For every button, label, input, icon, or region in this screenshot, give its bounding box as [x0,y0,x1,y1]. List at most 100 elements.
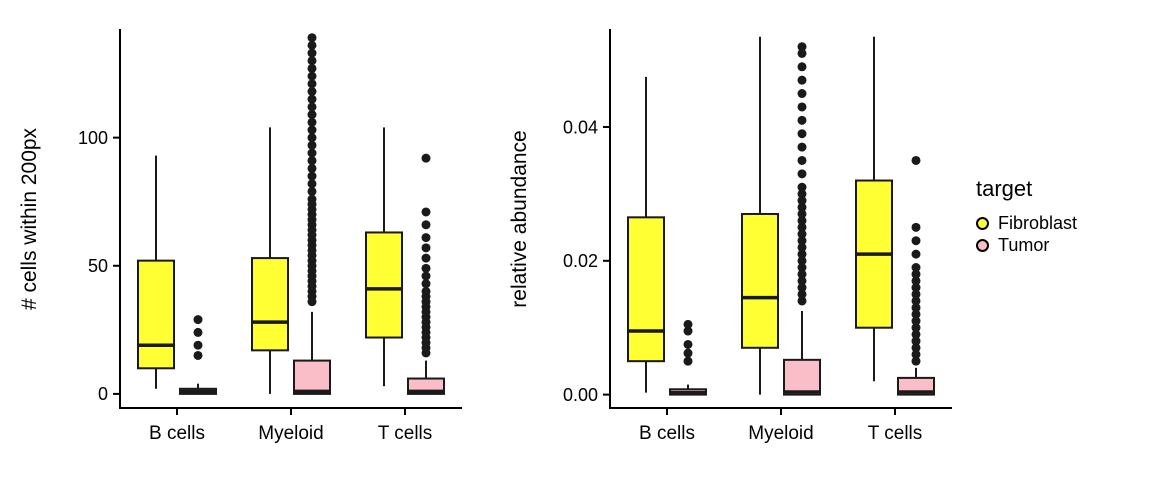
fibroblast-swatch-icon [976,216,989,230]
outlier-point [307,186,317,196]
outlier-point [307,156,317,166]
outlier-point [421,279,431,289]
x-tick-label: B cells [149,423,205,444]
outlier-point [911,336,921,346]
outlier-point [797,283,807,293]
outlier-point [307,148,317,158]
outlier-point [307,102,317,112]
outlier-point [307,163,317,173]
outlier-point [911,296,921,306]
outlier-point [911,249,921,259]
outlier-point [797,256,807,266]
outlier-point [421,207,431,217]
outlier-point [797,249,807,259]
legend-item-fibroblast: Fibroblast [976,212,1077,234]
outlier-point [421,286,431,296]
outlier-point [421,263,431,273]
box-fibroblast-t-cells [365,127,403,387]
outlier-point [683,326,693,336]
boxplot-panel-left: 0 50 100 B cells Myeloid T cells # cells withi… [18,29,462,444]
outlier-point [307,48,317,58]
outlier-point [797,102,807,112]
outlier-point [911,316,921,326]
outlier-point [797,196,807,206]
outlier-point [911,236,921,246]
legend: target Fibroblast Tumor [976,176,1077,256]
outlier-point [307,56,317,66]
x-tick-label: Myeloid [748,423,813,444]
outlier-point [193,327,203,337]
outlier-point [307,133,317,143]
x-tick-label: B cells [639,423,695,444]
outlier-point [307,71,317,81]
outlier-point [797,48,807,58]
box-tumor-t-cells [897,155,935,396]
box-fibroblast-b-cells [137,155,175,389]
outlier-point [911,309,921,319]
outlier-point [421,271,431,281]
outlier-point [193,350,203,360]
outlier-point [797,222,807,232]
y-tick-label: 0.04 [563,117,598,137]
y-axis-label: relative abundance [508,130,531,307]
outlier-point [307,87,317,97]
outlier-point [421,233,431,243]
outlier-point [797,42,807,52]
legend-title: target [976,176,1033,201]
outlier-point [683,356,693,366]
outlier-point [307,117,317,127]
outlier-point [797,229,807,239]
outlier-point [797,202,807,212]
box-fibroblast-b-cells [627,76,665,393]
outlier-point [797,129,807,139]
outlier-point [307,179,317,189]
outlier-point [307,125,317,135]
outlier-point [797,209,807,219]
outlier-point [911,222,921,232]
outlier-point [307,171,317,181]
box-tumor-t-cells [407,153,445,395]
y-tick-label: 0.00 [563,385,598,405]
outlier-point [797,289,807,299]
x-tick-label: T cells [868,423,923,444]
outlier-point [683,339,693,349]
box-tumor-myeloid [293,33,331,395]
outlier-point [307,33,317,43]
outlier-point [797,142,807,152]
outlier-point [683,319,693,329]
outlier-point [797,115,807,125]
outlier-point [193,315,203,325]
outlier-point [911,343,921,353]
boxplot-panel-right: 0.00 0.02 0.04 B cells Myeloid T cells relativ… [508,29,952,444]
outlier-point [911,323,921,333]
outlier-point [911,356,921,366]
box-tumor-myeloid [783,42,821,396]
outlier-point [307,63,317,73]
outlier-point [911,276,921,286]
box-tumor-b-cells [179,315,217,395]
y-tick-label: 100 [78,128,108,148]
outlier-point [911,329,921,339]
outlier-point [911,269,921,279]
y-axis-label: # cells within 200px [18,127,41,310]
outlier-point [911,155,921,165]
outlier-point [797,189,807,199]
x-tick-label: T cells [378,423,433,444]
outlier-point [797,236,807,246]
y-tick-label: 0 [98,384,108,404]
outlier-point [307,140,317,150]
outlier-point [911,349,921,359]
legend-item-label-fibroblast: Fibroblast [998,213,1078,233]
outlier-point [307,110,317,120]
tumor-swatch-icon [976,238,989,252]
outlier-point [911,289,921,299]
box-tumor-b-cells [669,319,707,396]
outlier-point [797,169,807,179]
outlier-point [797,75,807,85]
box-fibroblast-t-cells [855,36,893,382]
box-fibroblast-myeloid [251,127,289,394]
outlier-point [307,194,317,204]
outlier-point [797,182,807,192]
outlier-point [797,155,807,165]
